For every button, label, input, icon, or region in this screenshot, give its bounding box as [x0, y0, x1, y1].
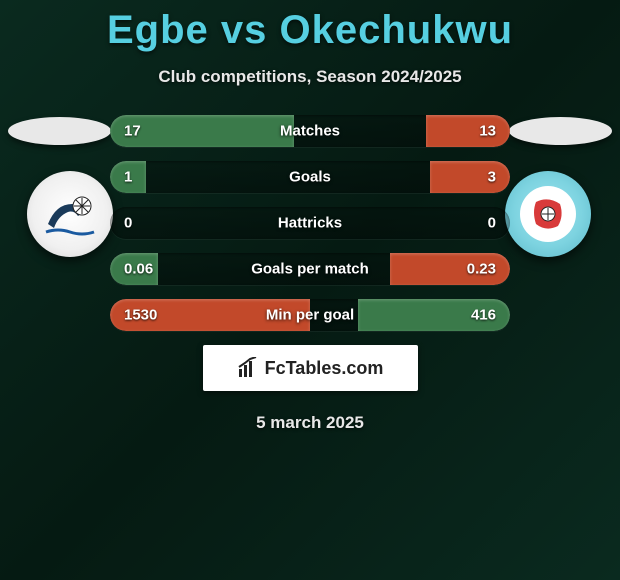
stat-value-right: 416 [471, 307, 496, 324]
dolphin-icon [38, 182, 102, 246]
stat-label: Hattricks [278, 215, 342, 232]
page-title: Egbe vs Okechukwu [0, 0, 620, 53]
stat-label: Goals [289, 169, 331, 186]
stat-value-left: 1530 [124, 307, 157, 324]
branding-text: FcTables.com [265, 358, 384, 379]
stat-value-right: 0.23 [467, 261, 496, 278]
player-left-nameplate [8, 117, 111, 145]
stat-value-right: 0 [488, 215, 496, 232]
stat-label: Matches [280, 123, 340, 140]
comparison-area: 17 Matches 13 1 Goals 3 0 Hattricks 0 0.… [0, 115, 620, 433]
subtitle: Club competitions, Season 2024/2025 [0, 67, 620, 87]
stat-value-left: 0.06 [124, 261, 153, 278]
stat-value-left: 0 [124, 215, 132, 232]
stat-row-goals: 1 Goals 3 [110, 161, 510, 193]
stat-label: Min per goal [266, 307, 354, 324]
club-logo-left [27, 171, 113, 257]
stat-bar-right [430, 161, 510, 193]
stat-row-mpg: 1530 Min per goal 416 [110, 299, 510, 331]
player-right-nameplate [509, 117, 612, 145]
chart-icon [237, 357, 259, 379]
tornadoes-icon [516, 182, 580, 246]
stat-row-hattricks: 0 Hattricks 0 [110, 207, 510, 239]
stat-value-left: 17 [124, 123, 141, 140]
stat-bar-right [426, 115, 510, 147]
stat-value-left: 1 [124, 169, 132, 186]
branding-badge[interactable]: FcTables.com [203, 345, 418, 391]
stat-value-right: 13 [479, 123, 496, 140]
stat-row-gpm: 0.06 Goals per match 0.23 [110, 253, 510, 285]
stat-value-right: 3 [488, 169, 496, 186]
club-logo-right [505, 171, 591, 257]
stat-row-matches: 17 Matches 13 [110, 115, 510, 147]
stat-label: Goals per match [251, 261, 369, 278]
date-text: 5 march 2025 [0, 413, 620, 433]
stats-column: 17 Matches 13 1 Goals 3 0 Hattricks 0 0.… [110, 115, 510, 331]
